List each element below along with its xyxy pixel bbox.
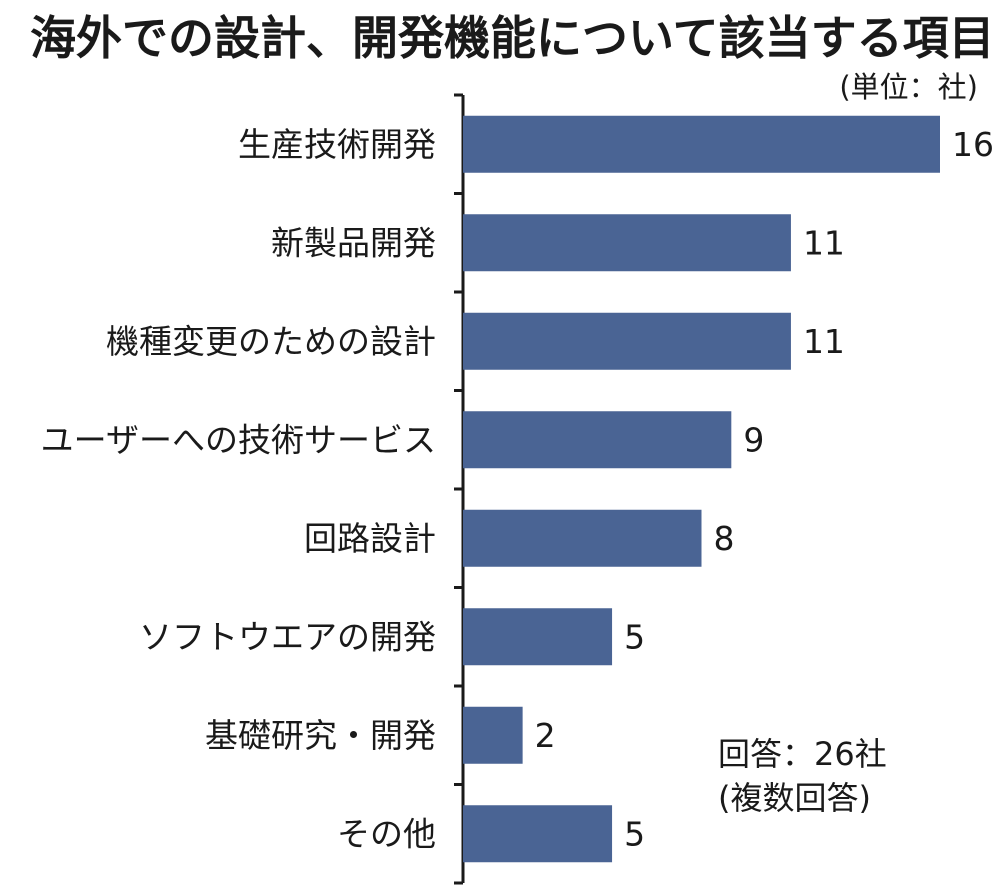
axis-group (454, 93, 465, 885)
category-label: ユーザーへの技術サービス (41, 420, 436, 459)
bar-2 (463, 214, 791, 272)
category-label: 新製品開発 (271, 223, 436, 262)
value-label: 9 (743, 420, 764, 459)
bars-group (463, 115, 940, 863)
category-label: 回路設計 (304, 519, 436, 558)
response-note: 回答：26社 (複数回答) (718, 732, 887, 820)
bar-1 (463, 115, 940, 173)
value-label: 11 (803, 223, 845, 262)
value-label: 11 (803, 322, 845, 361)
value-label: 16 (952, 125, 994, 164)
multiple-answer-note: (複数回答) (718, 779, 871, 817)
labels-group: 生産技術開発 16 新製品開発 11 機種変更のための設計 11 ユーザーへの技術サービス 9… (41, 125, 994, 854)
value-label: 5 (624, 814, 645, 853)
value-label: 8 (714, 519, 735, 558)
bar-4 (463, 411, 732, 469)
value-label: 5 (624, 617, 645, 656)
category-label: ソフトウエアの開発 (139, 617, 436, 656)
respondents-note: 回答：26社 (718, 735, 887, 773)
value-label: 2 (535, 716, 556, 755)
category-label: 生産技術開発 (238, 125, 436, 164)
unit-label: (単位：社) (839, 70, 978, 104)
bar-7 (463, 706, 523, 764)
bar-8 (463, 805, 613, 863)
bar-3 (463, 312, 791, 370)
chart-title: 海外での設計、開発機能について該当する項目 (30, 11, 995, 65)
category-label: その他 (337, 814, 436, 853)
category-label: 機種変更のための設計 (106, 322, 436, 361)
category-label: 基礎研究・開発 (205, 716, 436, 755)
bar-6 (463, 608, 613, 666)
bar-5 (463, 509, 702, 567)
